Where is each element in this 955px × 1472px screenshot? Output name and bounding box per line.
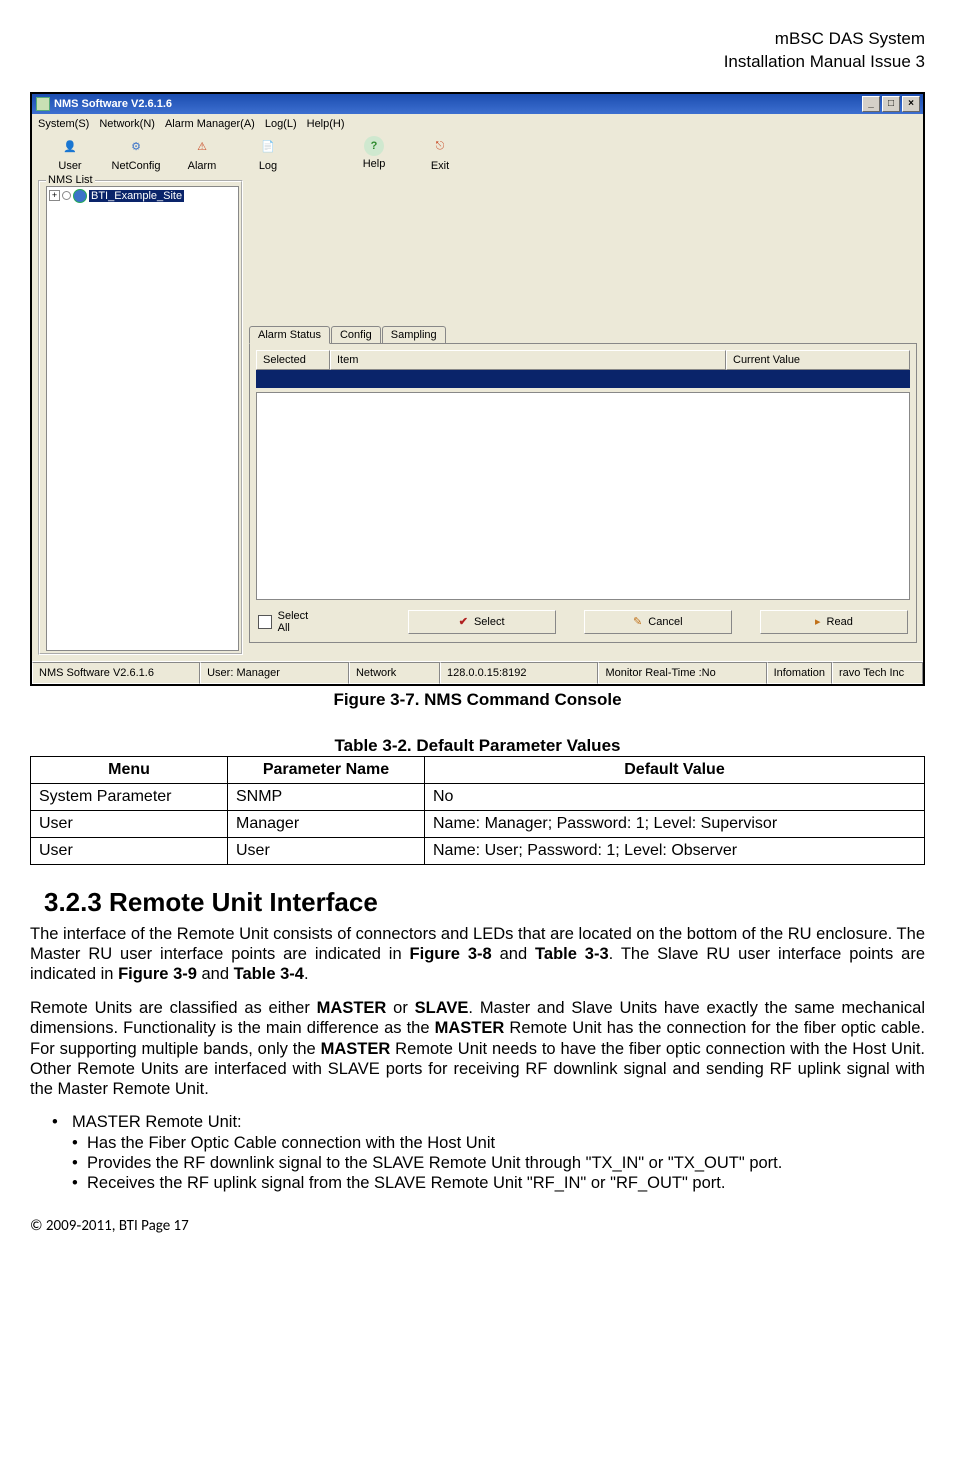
list-item: MASTER Remote Unit: Has the Fiber Optic … (52, 1113, 925, 1193)
selected-row[interactable] (256, 370, 910, 388)
tab-alarm-status[interactable]: Alarm Status (249, 326, 330, 344)
tab-config[interactable]: Config (331, 326, 381, 343)
page-footer: © 2009‐2011, BTI Page 17 (30, 1217, 925, 1235)
window-title: NMS Software V2.6.1.6 (54, 98, 172, 110)
sb-monitor: Monitor Real-Time :No (598, 662, 766, 684)
col-current-value[interactable]: Current Value (726, 350, 910, 370)
read-button[interactable]: ▸ Read (760, 610, 908, 634)
paragraph-1: The interface of the Remote Unit consist… (30, 924, 925, 984)
close-button[interactable]: × (902, 96, 920, 112)
table-header: Selected Item Current Value (256, 350, 910, 370)
section-heading: 3.2.3 Remote Unit Interface (44, 887, 925, 918)
toolbar-exit[interactable]: ⎋ Exit (408, 136, 472, 172)
doc-header: mBSC DAS System Installation Manual Issu… (30, 28, 925, 74)
main-panel: Alarm Status Config Sampling Selected It… (249, 178, 917, 655)
cancel-button[interactable]: ✎ Cancel (584, 610, 732, 634)
toolbar-netconfig[interactable]: ⚙ NetConfig (104, 136, 168, 172)
menu-item[interactable]: Log(L) (265, 118, 297, 130)
table-caption: Table 3-2. Default Parameter Values (30, 736, 925, 756)
select-all-label: Select All (278, 610, 322, 634)
user-icon: 👤 (59, 136, 81, 158)
titlebar: NMS Software V2.6.1.6 _ □ × (32, 94, 923, 114)
th-menu: Menu (31, 756, 228, 783)
table-row: User User Name: User; Password: 1; Level… (31, 837, 925, 864)
list-item: Has the Fiber Optic Cable connection wit… (72, 1134, 925, 1153)
th-param: Parameter Name (228, 756, 425, 783)
table-body[interactable] (256, 392, 910, 600)
tree-root-node[interactable]: BTI_Example_Site (89, 190, 184, 202)
log-icon: 📄 (257, 136, 279, 158)
nms-list-label: NMS List (46, 174, 95, 186)
minimize-button[interactable]: _ (862, 96, 880, 112)
alarm-icon: ⚠ (191, 136, 213, 158)
list-item: Provides the RF downlink signal to the S… (72, 1154, 925, 1173)
menu-item[interactable]: Help(H) (307, 118, 345, 130)
tab-panel: Selected Item Current Value Select All (249, 343, 917, 643)
sb-company: ravo Tech Inc (832, 662, 923, 684)
bullet-list: MASTER Remote Unit: Has the Fiber Optic … (52, 1113, 925, 1193)
figure-caption: Figure 3-7. NMS Command Console (30, 690, 925, 710)
tab-row: Alarm Status Config Sampling (249, 326, 917, 343)
netconfig-icon: ⚙ (125, 136, 147, 158)
col-item[interactable]: Item (330, 350, 726, 370)
sb-info: Infomation (767, 662, 832, 684)
menu-item[interactable]: Network(N) (99, 118, 155, 130)
paragraph-2: Remote Units are classified as either MA… (30, 998, 925, 1099)
tab-sampling[interactable]: Sampling (382, 326, 446, 343)
toolbar-help[interactable]: ? Help (342, 136, 406, 172)
toolbar-user[interactable]: 👤 User (38, 136, 102, 172)
play-icon: ▸ (815, 615, 821, 628)
check-icon: ✔ (459, 615, 468, 628)
select-button[interactable]: ✔ Select (408, 610, 556, 634)
menu-item[interactable]: System(S) (38, 118, 89, 130)
tree-view[interactable]: + BTI_Example_Site (46, 186, 239, 651)
table-row: System Parameter SNMP No (31, 783, 925, 810)
app-icon (36, 97, 50, 111)
exit-icon: ⎋ (429, 136, 451, 158)
doc-header-line2: Installation Manual Issue 3 (30, 51, 925, 74)
toolbar-log[interactable]: 📄 Log (236, 136, 300, 172)
tree-expand-icon[interactable]: + (49, 190, 60, 201)
sb-network: Network (349, 662, 440, 684)
checkbox-icon (258, 615, 272, 629)
statusbar: NMS Software V2.6.1.6 User: Manager Netw… (32, 661, 923, 684)
tree-dot-icon (62, 191, 71, 200)
toolbar: 👤 User ⚙ NetConfig ⚠ Alarm 📄 Log ? Help … (32, 134, 923, 178)
maximize-button[interactable]: □ (882, 96, 900, 112)
th-default: Default Value (425, 756, 925, 783)
sb-address: 128.0.0.15:8192 (440, 662, 598, 684)
select-all-checkbox[interactable]: Select All (258, 610, 322, 634)
sb-user: User: Manager (200, 662, 349, 684)
nms-list-panel: NMS List + BTI_Example_Site (38, 180, 243, 655)
menubar: System(S) Network(N) Alarm Manager(A) Lo… (32, 114, 923, 134)
table-row: User Manager Name: Manager; Password: 1;… (31, 810, 925, 837)
help-icon: ? (364, 136, 384, 156)
col-selected[interactable]: Selected (256, 350, 330, 370)
nms-app-window: NMS Software V2.6.1.6 _ □ × System(S) Ne… (30, 92, 925, 686)
doc-header-line1: mBSC DAS System (30, 28, 925, 51)
list-item: Receives the RF uplink signal from the S… (72, 1174, 925, 1193)
menu-item[interactable]: Alarm Manager(A) (165, 118, 255, 130)
globe-icon (73, 189, 87, 203)
action-bar: Select All ✔ Select ✎ Cancel ▸ (256, 604, 910, 636)
parameter-table: Menu Parameter Name Default Value System… (30, 756, 925, 865)
toolbar-alarm[interactable]: ⚠ Alarm (170, 136, 234, 172)
sb-app: NMS Software V2.6.1.6 (32, 662, 200, 684)
pencil-icon: ✎ (633, 615, 642, 628)
